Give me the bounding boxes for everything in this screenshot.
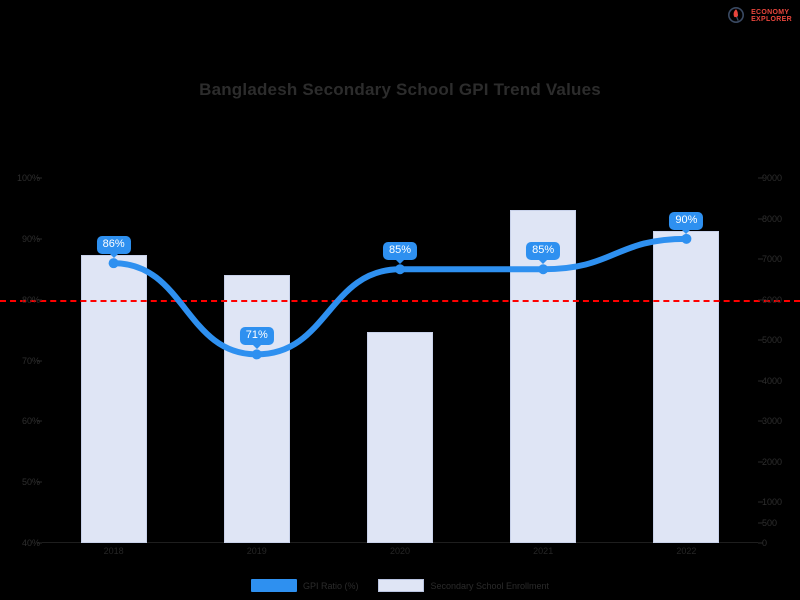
right-axis-tick: 6000 [762, 294, 783, 305]
left-tick-mark [37, 420, 42, 422]
x-axis-label: 2020 [389, 546, 411, 556]
left-axis-tick: 70% [21, 355, 40, 366]
right-axis-tick: 9000 [762, 173, 783, 183]
legend-item[interactable]: Secondary School Enrollment [378, 579, 549, 592]
left-tick-mark [37, 177, 42, 179]
data-point [538, 264, 549, 275]
gpi-trend-line [108, 233, 692, 360]
data-label-2022: 90% [669, 211, 704, 234]
left-tick-mark [37, 299, 42, 301]
right-tick-mark [758, 258, 763, 260]
left-axis-tick: 100% [16, 173, 40, 183]
left-tick-mark [37, 542, 42, 544]
right-tick-mark [758, 542, 763, 544]
legend-label: GPI Ratio (%) [302, 580, 359, 591]
right-tick-mark [758, 380, 763, 382]
logo-line2: EXPLORER [751, 16, 792, 23]
x-axis-label: 2022 [676, 546, 697, 556]
data-label-2018: 86% [96, 236, 131, 259]
chart-legend: GPI Ratio (%) Secondary School Enrollment [0, 579, 800, 592]
bar-2019 [223, 275, 290, 543]
x-axis-label: 2018 [103, 546, 124, 556]
right-axis-tick: 1000 [762, 497, 783, 508]
legend-item[interactable]: GPI Ratio (%) [250, 579, 359, 592]
left-axis-tick: 90% [21, 233, 40, 244]
right-axis-tick: 2000 [762, 456, 783, 467]
logo-line1: ECONOMY [751, 9, 790, 16]
right-axis-tick: 0 [762, 538, 768, 548]
right-tick-mark [758, 420, 763, 422]
logo-mark-icon [727, 6, 747, 26]
threshold-line [0, 299, 800, 302]
left-axis-tick: 40% [21, 538, 40, 548]
right-axis-tick: 500 [762, 517, 778, 528]
plot-inner: 86% 71% 85% 85% 90% 100% 90% 80% 70% 60% 50% 40% 900… [0, 173, 800, 556]
data-label-2019: 71% [239, 327, 274, 350]
right-axis-tick: 7000 [762, 254, 783, 265]
brand-logo: ECONOMY EXPLORER [727, 5, 792, 27]
left-tick-mark [37, 481, 42, 483]
right-axis-tick: 3000 [762, 416, 783, 427]
right-axis-tick: 8000 [762, 213, 783, 224]
data-label-2020: 85% [382, 242, 418, 265]
right-tick-mark [758, 339, 763, 341]
chart-title: Bangladesh Secondary School GPI Trend Va… [199, 80, 601, 99]
right-tick-mark [758, 177, 763, 179]
legend-label: Secondary School Enrollment [430, 580, 550, 591]
right-tick-mark [758, 299, 763, 301]
data-point [251, 349, 262, 360]
data-point [681, 233, 692, 244]
x-axis-label: 2021 [533, 546, 554, 556]
bar-2020 [367, 332, 433, 543]
right-tick-mark [758, 501, 763, 503]
bar-2018 [80, 255, 147, 543]
left-axis-tick: 60% [21, 416, 40, 427]
left-axis-tick: 50% [21, 477, 40, 488]
plot-area: 86% 71% 85% 85% 90% 100% 90% 80% 70% 60% 50% 40% 900… [0, 173, 800, 556]
legend-swatch-icon [250, 579, 297, 592]
left-tick-mark [37, 360, 42, 361]
right-tick-mark [758, 218, 763, 220]
data-label-2021: 85% [526, 242, 561, 265]
data-point [108, 258, 119, 269]
right-axis-tick: 5000 [762, 335, 783, 346]
data-point [395, 264, 405, 275]
left-tick-mark [37, 238, 42, 240]
logo-wordmark: ECONOMY EXPLORER [751, 9, 792, 23]
right-axis-tick: 4000 [762, 375, 783, 386]
legend-swatch-icon [378, 579, 425, 592]
left-axis-tick: 80% [21, 294, 40, 305]
right-tick-mark [758, 461, 763, 463]
right-tick-mark [758, 522, 763, 524]
bar-2022 [653, 230, 720, 543]
x-axis-label: 2019 [246, 546, 267, 556]
